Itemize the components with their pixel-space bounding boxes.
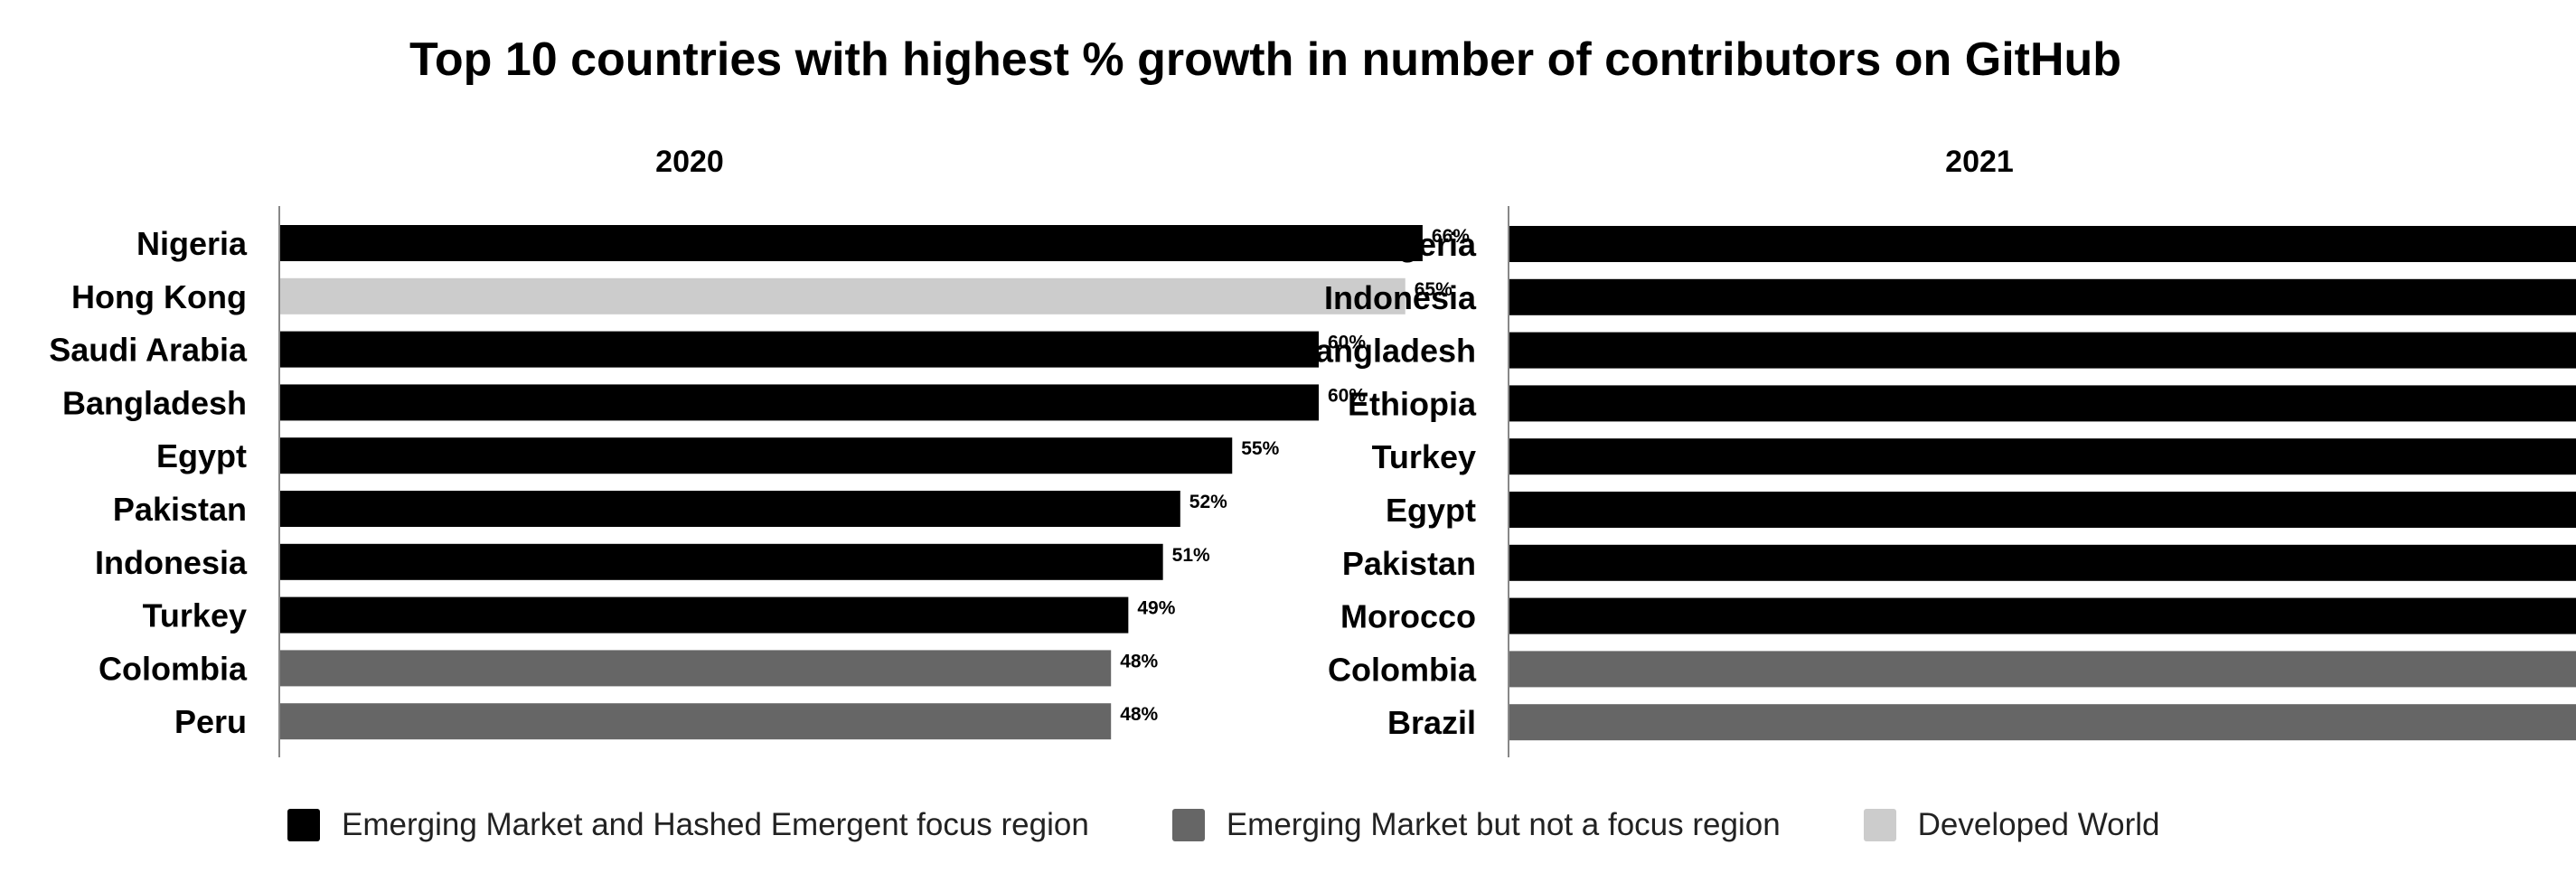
chart-title: Top 10 countries with highest % growth i…	[409, 33, 2122, 86]
category-label-2021-pakistan: Pakistan	[1342, 545, 1476, 582]
category-label-2020-bangladesh: Bangladesh	[62, 384, 247, 421]
value-label-2020-peru: 48%	[1120, 704, 1158, 725]
bar-2020-turkey	[280, 596, 1129, 634]
bar-2021-bangladesh	[1509, 332, 2576, 369]
bar-2020-peru	[280, 703, 1112, 740]
value-label-2020-colombia: 48%	[1120, 651, 1158, 671]
bar-2021-ethiopia	[1509, 385, 2576, 422]
value-label-2020-saudi-arabia: 60%	[1328, 333, 1366, 353]
legend-label-non-focus: Emerging Market but not a focus region	[1226, 807, 1781, 842]
value-label-2020-turkey: 49%	[1137, 598, 1175, 619]
category-label-2021-indonesia: Indonesia	[1324, 279, 1477, 316]
category-label-2021-turkey: Turkey	[1372, 438, 1476, 475]
category-label-2021-colombia: Colombia	[1328, 651, 1477, 688]
bar-2020-saudi-arabia	[280, 331, 1319, 368]
category-label-2021-egypt: Egypt	[1386, 492, 1476, 529]
value-label-2020-indonesia: 51%	[1172, 545, 1210, 566]
legend-swatch-developed	[1863, 809, 1896, 841]
bar-2021-brazil	[1509, 704, 2576, 741]
category-label-2020-colombia: Colombia	[99, 650, 248, 687]
panel-title-2020: 2020	[655, 145, 724, 179]
value-label-2020-egypt: 55%	[1241, 438, 1279, 459]
value-label-2020-nigeria: 66%	[1432, 226, 1470, 247]
legend-item-focus: Emerging Market and Hashed Emergent focu…	[287, 807, 1089, 843]
bar-2020-hong-kong	[280, 277, 1406, 314]
legend-label-focus: Emerging Market and Hashed Emergent focu…	[342, 807, 1089, 842]
bar-2020-nigeria	[280, 225, 1423, 261]
bar-2021-turkey	[1509, 438, 2576, 475]
bar-2021-nigeria	[1509, 226, 2576, 262]
value-label-2020-bangladesh: 60%	[1328, 385, 1366, 406]
legend-swatch-non-focus	[1171, 809, 1205, 841]
bar-2021-egypt	[1509, 492, 2576, 528]
bar-2020-colombia	[280, 650, 1112, 687]
category-label-2021-nigeria: Nigeria	[1366, 226, 1477, 263]
legend-swatch-focus	[287, 809, 320, 841]
category-label-2021-ethiopia: Ethiopia	[1348, 385, 1477, 422]
bar-2021-morocco	[1509, 597, 2576, 634]
category-label-2020-hong-kong: Hong Kong	[71, 278, 247, 315]
bar-2021-colombia	[1509, 651, 2576, 688]
category-label-2021-morocco: Morocco	[1340, 598, 1476, 635]
bar-2020-egypt	[280, 437, 1233, 474]
category-label-2020-saudi-arabia: Saudi Arabia	[49, 332, 248, 369]
category-label-2020-egypt: Egypt	[156, 437, 247, 474]
category-label-2020-pakistan: Pakistan	[113, 491, 247, 528]
category-label-2020-indonesia: Indonesia	[95, 544, 248, 581]
bar-2021-pakistan	[1509, 544, 2576, 581]
legend-item-non-focus: Emerging Market but not a focus region	[1171, 807, 1781, 843]
legend-label-developed: Developed World	[1917, 807, 2160, 842]
legend-item-developed: Developed World	[1863, 807, 2160, 843]
legend: Emerging Market and Hashed Emergent focu…	[287, 807, 2243, 843]
panel-title-2021: 2021	[1945, 145, 2014, 179]
value-label-2020-hong-kong: 65%	[1415, 279, 1453, 300]
category-label-2020-turkey: Turkey	[143, 597, 247, 634]
bar-2020-bangladesh	[280, 384, 1319, 421]
bar-2020-pakistan	[280, 491, 1180, 527]
value-label-2020-pakistan: 52%	[1189, 492, 1227, 512]
bar-2021-indonesia	[1509, 278, 2576, 315]
category-label-2020-nigeria: Nigeria	[136, 225, 248, 262]
category-label-2020-peru: Peru	[174, 703, 247, 740]
category-label-2021-bangladesh: Bangladesh	[1292, 333, 1476, 370]
category-label-2021-brazil: Brazil	[1387, 704, 1476, 741]
bar-2020-indonesia	[280, 543, 1163, 580]
